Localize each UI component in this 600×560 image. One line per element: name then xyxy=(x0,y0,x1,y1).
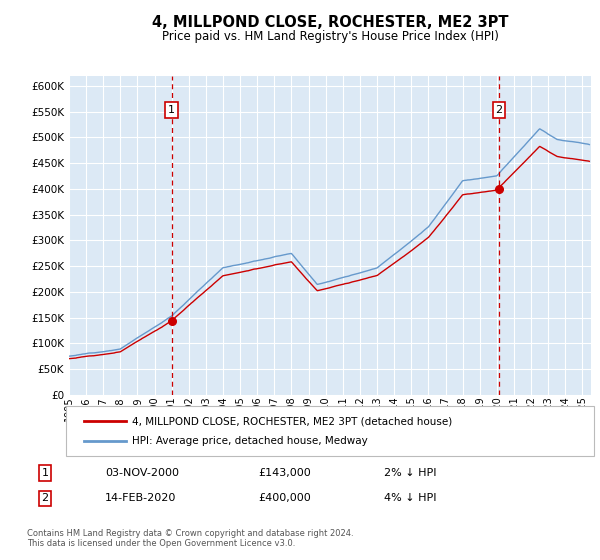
Text: 4, MILLPOND CLOSE, ROCHESTER, ME2 3PT: 4, MILLPOND CLOSE, ROCHESTER, ME2 3PT xyxy=(152,15,508,30)
Text: Contains HM Land Registry data © Crown copyright and database right 2024.
This d: Contains HM Land Registry data © Crown c… xyxy=(27,529,353,548)
Text: 03-NOV-2000: 03-NOV-2000 xyxy=(105,468,179,478)
Text: 1: 1 xyxy=(41,468,49,478)
Text: £400,000: £400,000 xyxy=(258,493,311,503)
Text: £143,000: £143,000 xyxy=(258,468,311,478)
Text: 2: 2 xyxy=(41,493,49,503)
Text: 2% ↓ HPI: 2% ↓ HPI xyxy=(384,468,437,478)
Text: Price paid vs. HM Land Registry's House Price Index (HPI): Price paid vs. HM Land Registry's House … xyxy=(161,30,499,43)
Text: HPI: Average price, detached house, Medway: HPI: Average price, detached house, Medw… xyxy=(132,436,368,446)
Text: 14-FEB-2020: 14-FEB-2020 xyxy=(105,493,176,503)
Text: 2: 2 xyxy=(496,105,502,115)
Text: 1: 1 xyxy=(168,105,175,115)
Text: 4% ↓ HPI: 4% ↓ HPI xyxy=(384,493,437,503)
Text: 4, MILLPOND CLOSE, ROCHESTER, ME2 3PT (detached house): 4, MILLPOND CLOSE, ROCHESTER, ME2 3PT (d… xyxy=(132,416,452,426)
